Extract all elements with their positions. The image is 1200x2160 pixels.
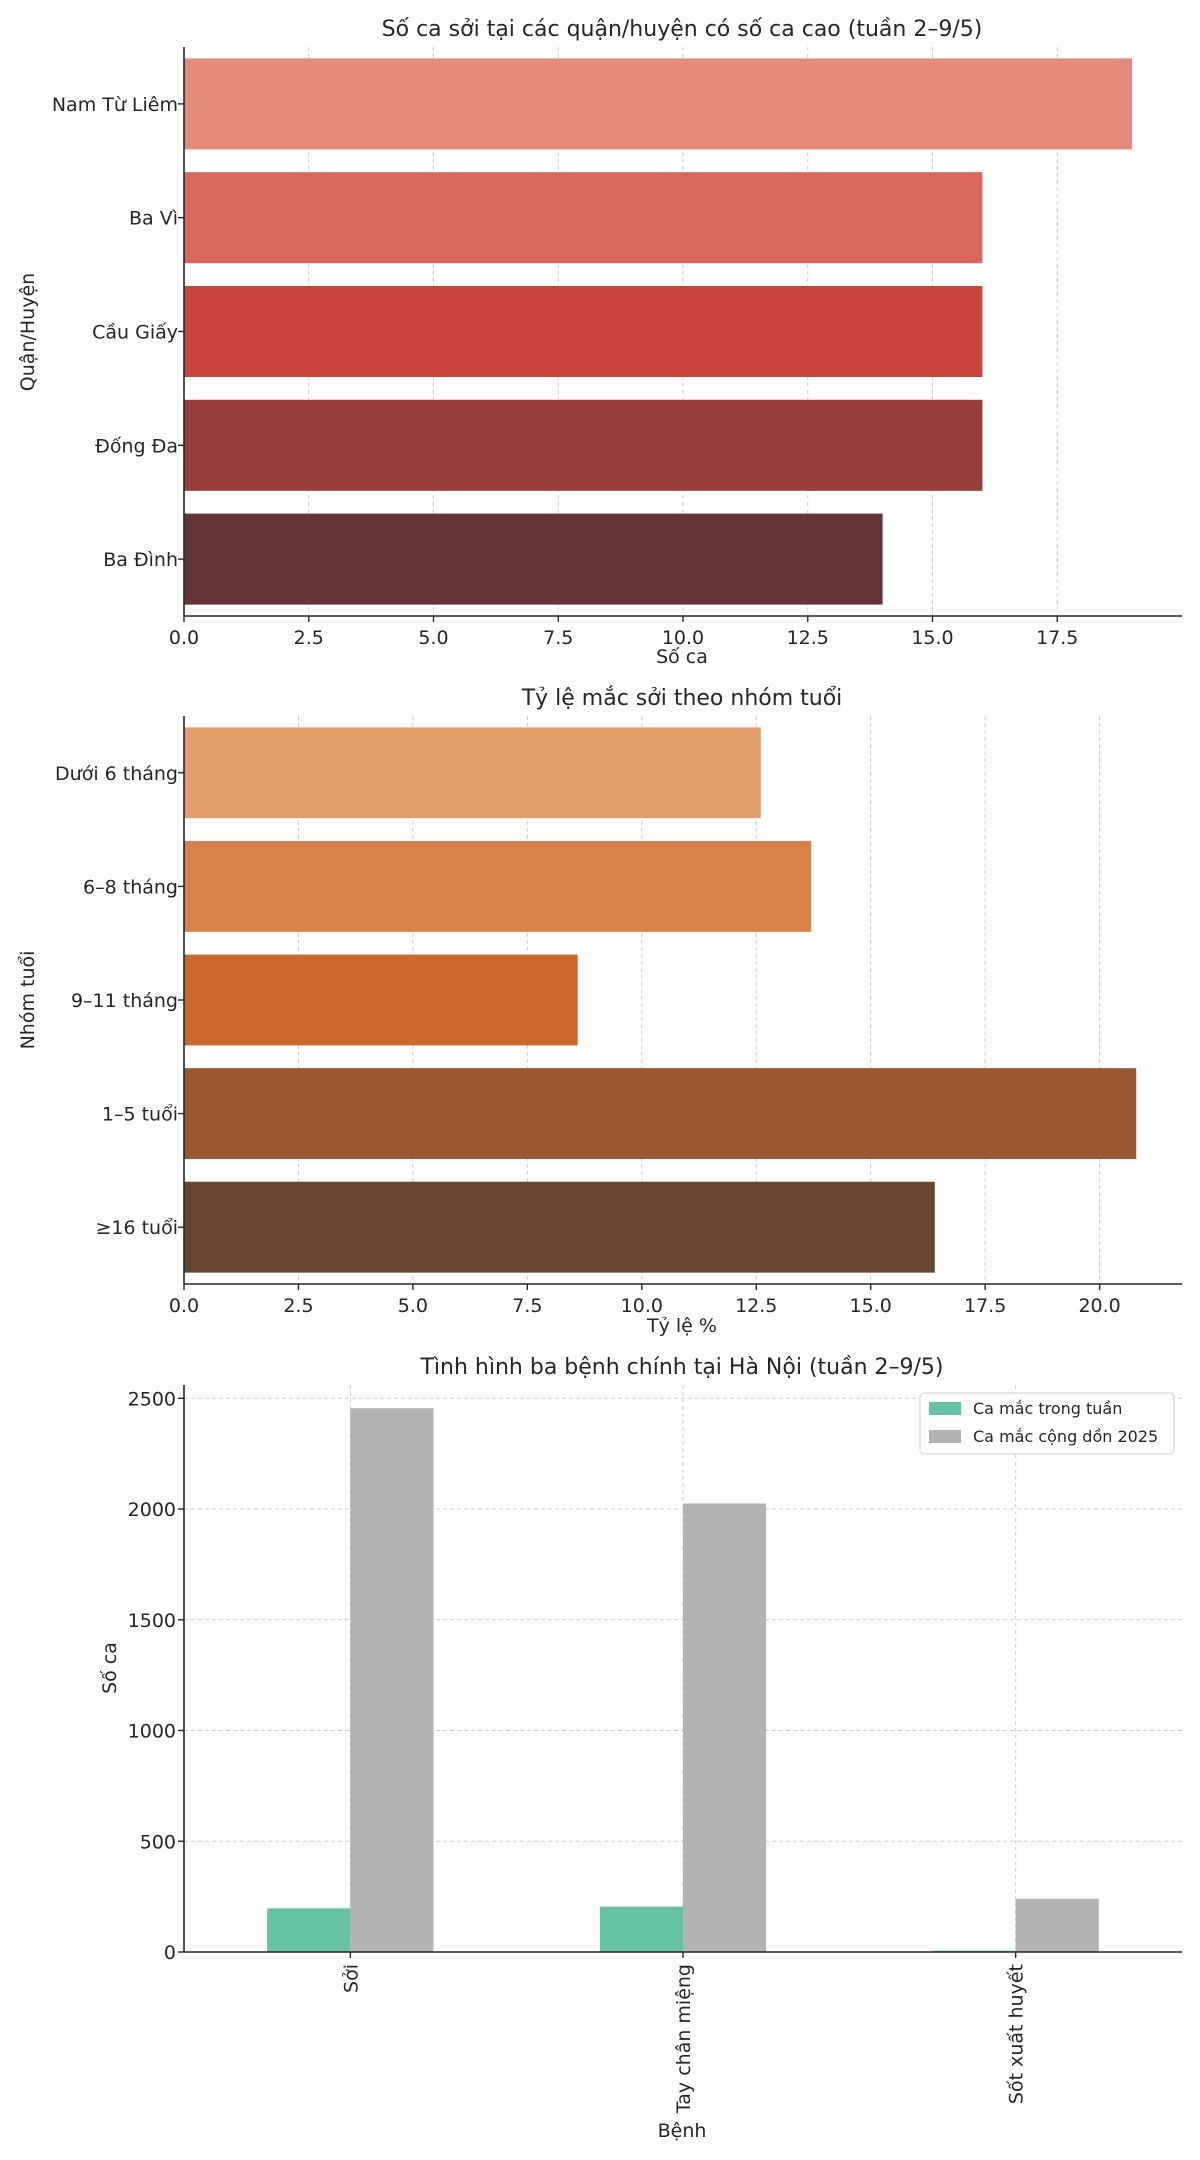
chart-district-cases: Số ca sởi tại các quận/huyện có số ca ca…	[17, 17, 1182, 668]
chart1-bars	[184, 58, 1133, 605]
y-tick-label: Ba Vì	[129, 208, 178, 230]
x-tick-label: 0.0	[169, 627, 199, 649]
x-tick-label: 7.5	[543, 627, 573, 649]
chart1-title: Số ca sởi tại các quận/huyện có số ca ca…	[382, 17, 983, 42]
chart1-xlabel: Số ca	[656, 646, 708, 668]
y-tick-label: Ba Đình	[103, 549, 178, 571]
x-tick-label: 5.0	[398, 1295, 428, 1317]
chart3-ylabel: Số ca	[99, 1642, 121, 1694]
bar-duoi-6-thang	[184, 727, 761, 819]
bar-1-5-tuoi	[184, 1068, 1137, 1160]
x-tick-label: 5.0	[418, 627, 448, 649]
y-tick-label: 1–5 tuổi	[102, 1104, 178, 1126]
chart1-y-ticks: Nam Từ Liêm Ba Vì Cầu Giấy Đống Đa Ba Đình	[52, 94, 184, 571]
y-tick-label: 2000	[128, 1499, 176, 1521]
bar-9-11-thang	[184, 954, 578, 1046]
bar-cau-giay	[184, 285, 983, 378]
legend-swatch-weekly	[929, 1402, 961, 1415]
x-tick-label: 12.5	[735, 1295, 777, 1317]
y-tick-label: 1500	[128, 1610, 176, 1632]
y-tick-label: 6–8 tháng	[83, 876, 178, 898]
chart3-legend: Ca mắc trong tuần Ca mắc cộng dồn 2025	[919, 1392, 1175, 1455]
x-tick-label: 10.0	[621, 1295, 663, 1317]
x-tick-label: 15.0	[911, 627, 953, 649]
chart3-bars	[267, 1408, 1099, 1952]
bar-soi-ca-mac-cong-don-2025	[350, 1408, 434, 1952]
x-tick-label: 20.0	[1078, 1295, 1120, 1317]
x-tick-label: 0.0	[169, 1295, 199, 1317]
chart2-x-ticks: 0.0 2.5 5.0 7.5 10.0 12.5 15.0 17.5 20.0	[169, 1284, 1121, 1317]
bar-soi-ca-mac-trong-tuan	[267, 1908, 351, 1952]
bar-sot-xuat-huyet-ca-mac-cong-don-2025	[1015, 1898, 1099, 1952]
x-tick-label: 10.0	[662, 627, 704, 649]
x-tick-label: 15.0	[850, 1295, 892, 1317]
bar-ba-vi	[184, 172, 983, 264]
y-tick-label: 9–11 tháng	[71, 990, 178, 1012]
legend-label-cumulative: Ca mắc cộng dồn 2025	[973, 1427, 1158, 1446]
y-tick-label: Đống Đa	[95, 435, 178, 457]
y-tick-label: Cầu Giấy	[92, 322, 178, 344]
bar-tay-chan-mieng-ca-mac-trong-tuan	[599, 1906, 683, 1952]
bar-nam-tu-liem	[184, 58, 1133, 150]
chart1-ylabel: Quận/Huyện	[17, 273, 39, 391]
bar-6-8-thang	[184, 840, 812, 932]
x-tick-label: Tay chân miệng	[673, 1964, 695, 2114]
legend-frame	[919, 1392, 1175, 1455]
x-tick-label: Sốt xuất huyết	[1006, 1964, 1028, 2104]
legend-label-weekly: Ca mắc trong tuần	[973, 1399, 1122, 1418]
legend-swatch-cumulative	[929, 1430, 961, 1443]
x-tick-label: 2.5	[283, 1295, 313, 1317]
chart2-bars	[184, 727, 1137, 1273]
x-tick-label: 17.5	[1036, 627, 1078, 649]
chart2-xlabel: Tỷ lệ %	[646, 1315, 717, 1337]
chart3-y-ticks: 0 500 1000 1500 2000 2500	[128, 1388, 184, 1964]
y-tick-label: 2500	[128, 1388, 176, 1410]
x-tick-label: 2.5	[294, 627, 324, 649]
chart3-x-ticks: Sởi Tay chân miệng Sốt xuất huyết	[340, 1952, 1028, 2114]
chart2-title: Tỷ lệ mắc sởi theo nhóm tuổi	[521, 686, 843, 711]
x-tick-label: Sởi	[340, 1964, 362, 1993]
chart2-ylabel: Nhóm tuổi	[17, 951, 39, 1050]
chart2-y-ticks: Dưới 6 tháng 6–8 tháng 9–11 tháng 1–5 tuổi ≥…	[55, 763, 184, 1239]
x-tick-label: 17.5	[964, 1295, 1006, 1317]
y-tick-label: 1000	[128, 1721, 176, 1743]
bar-dong-da	[184, 399, 983, 491]
y-tick-label: 0	[164, 1942, 176, 1964]
x-tick-label: 7.5	[512, 1295, 542, 1317]
chart3-title: Tình hình ba bệnh chính tại Hà Nội (tuần…	[419, 1355, 943, 1380]
chart-age-groups: Tỷ lệ mắc sởi theo nhóm tuổi Dưới 6 thán…	[17, 686, 1182, 1337]
y-tick-label: ≥16 tuổi	[95, 1217, 178, 1239]
y-tick-label: 500	[140, 1831, 176, 1853]
chart1-x-ticks: 0.0 2.5 5.0 7.5 10.0 12.5 15.0 17.5	[169, 616, 1078, 649]
y-tick-label: Dưới 6 tháng	[55, 763, 178, 785]
bar-tay-chan-mieng-ca-mac-cong-don-2025	[683, 1503, 767, 1952]
bar-16-tuoi	[184, 1181, 935, 1273]
chart-three-diseases: Tình hình ba bệnh chính tại Hà Nội (tuần…	[99, 1355, 1182, 2142]
bar-ba-dinh	[184, 513, 883, 605]
chart3-xlabel: Bệnh	[658, 2120, 707, 2142]
y-tick-label: Nam Từ Liêm	[52, 94, 178, 116]
x-tick-label: 12.5	[787, 627, 829, 649]
